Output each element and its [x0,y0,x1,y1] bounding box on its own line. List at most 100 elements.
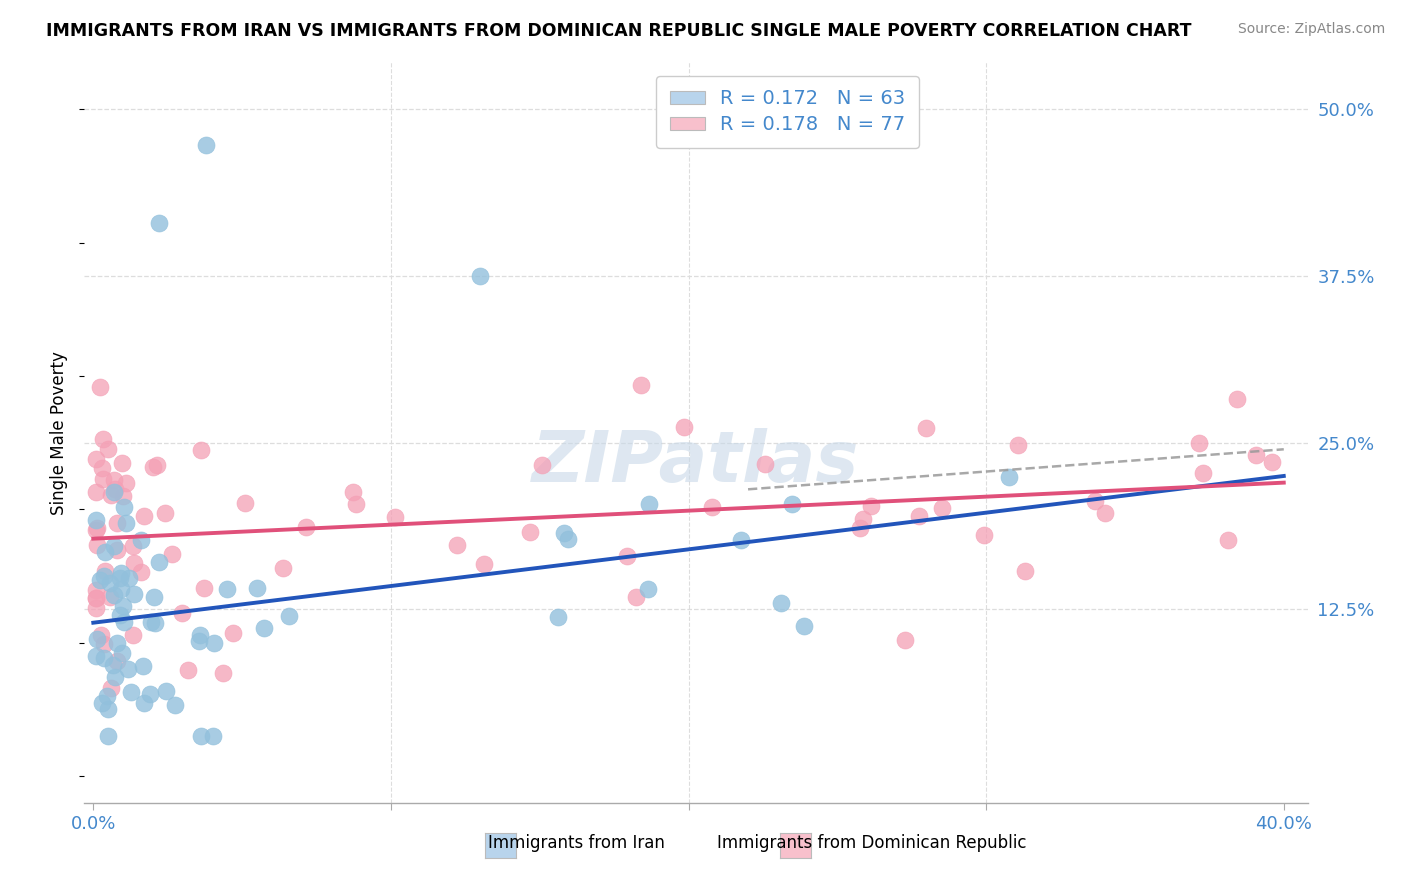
Point [626,590,648,604]
Point [103,539,125,553]
Point [1014,564,1036,578]
Point [1192,467,1215,481]
Point [190,627,212,641]
Point [730,533,752,548]
Point [86,632,108,647]
Point [163,698,186,713]
Point [143,615,166,630]
Point [104,482,127,496]
Point [124,556,146,570]
Point [342,484,364,499]
Point [100,681,122,696]
Point [96,690,118,704]
Point [859,499,882,513]
Point [122,540,145,554]
Point [91,472,114,486]
Point [91,461,114,475]
Point [97,702,120,716]
Point [105,636,128,650]
Point [673,419,696,434]
Point [100,488,122,502]
Point [110,566,132,580]
Point [97,442,120,456]
Point [111,646,134,660]
Point [129,565,152,579]
Point [170,606,193,620]
Point [112,599,135,613]
Point [851,512,873,526]
Point [84,591,107,606]
Point [201,729,224,743]
Point [470,268,492,283]
Point [122,587,145,601]
Point [89,573,111,587]
Point [93,564,115,578]
Point [86,538,108,552]
Point [770,596,793,610]
Point [233,496,256,510]
Point [222,625,245,640]
Point [1007,438,1029,452]
Point [110,582,132,596]
Point [118,571,141,585]
Point [139,615,162,630]
Point [557,532,579,546]
Point [193,582,215,596]
Point [105,654,128,668]
Point [1261,455,1284,469]
Point [384,510,406,524]
Point [1226,392,1249,406]
Point [253,621,276,635]
Point [278,609,301,624]
Point [115,476,138,491]
Point [84,452,107,467]
Point [162,547,184,561]
Text: Source: ZipAtlas.com: Source: ZipAtlas.com [1237,22,1385,37]
Point [630,378,652,392]
Point [915,421,938,435]
Point [931,501,953,516]
Point [84,513,107,527]
Text: ZIPatlas: ZIPatlas [533,428,859,497]
Point [202,636,225,650]
Point [132,696,155,710]
Point [86,649,108,664]
Point [139,687,162,701]
Point [121,628,143,642]
Point [474,557,496,571]
Point [84,484,107,499]
Point [132,509,155,524]
Point [638,497,661,511]
Point [295,520,318,534]
Point [1216,533,1239,547]
Point [997,470,1019,484]
Point [211,665,233,680]
Point [782,498,804,512]
Point [553,525,575,540]
Point [103,485,125,500]
Point [155,683,177,698]
Point [115,516,138,530]
Point [700,500,723,514]
Point [98,590,121,604]
Point [94,545,117,559]
Point [101,658,124,673]
Point [103,473,125,487]
Point [97,729,120,743]
Point [153,506,176,520]
Point [637,582,659,596]
Point [89,380,111,394]
Point [84,582,107,597]
Point [246,581,269,595]
Point [103,588,125,602]
Y-axis label: Single Male Poverty: Single Male Poverty [51,351,69,515]
Point [792,619,814,633]
Text: Immigrants from Dominican Republic: Immigrants from Dominican Republic [717,834,1026,852]
Point [142,590,165,604]
Point [849,521,872,535]
Point [112,500,135,515]
Point [148,215,170,229]
Point [108,608,131,623]
Point [131,658,153,673]
Point [105,516,128,531]
